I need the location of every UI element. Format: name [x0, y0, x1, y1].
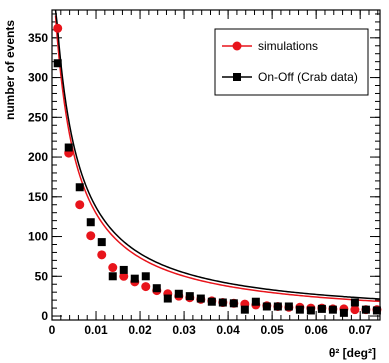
y-tick-label: 200	[28, 150, 48, 164]
fit-curves	[54, 9, 380, 303]
data-point-crab	[361, 305, 370, 314]
data-point-crab	[372, 306, 381, 315]
data-point-crab	[130, 274, 139, 283]
x-tick-label: 0.01	[84, 323, 108, 337]
data-point-crab	[207, 297, 216, 306]
data-point-crab	[295, 305, 304, 314]
data-point-crab	[75, 183, 84, 192]
x-tick-label: 0	[49, 323, 56, 337]
data-point-crab	[251, 297, 260, 306]
data-point-crab	[141, 272, 150, 281]
series-layer	[53, 23, 382, 317]
y-tick-label: 100	[28, 230, 48, 244]
data-point-simulations	[350, 305, 360, 315]
data-point-crab	[196, 294, 205, 303]
data-point-crab	[218, 298, 227, 307]
data-point-simulations	[97, 250, 107, 260]
y-tick-label: 150	[28, 190, 48, 204]
data-point-crab	[317, 304, 326, 313]
data-point-crab	[350, 298, 359, 307]
x-tick-label: 0.03	[172, 323, 196, 337]
y-axis-title: number of events	[3, 20, 17, 120]
axis-ticks	[51, 10, 380, 320]
data-point-crab	[229, 299, 238, 308]
data-point-crab	[306, 306, 315, 315]
x-tick-label: 0.02	[128, 323, 152, 337]
data-point-crab	[174, 289, 183, 298]
data-point-crab	[53, 59, 62, 68]
x-tick-labels: 0 0.01 0.02 0.03 0.04 0.05 0.06 0.07	[49, 323, 373, 337]
x-tick-label: 0.05	[260, 323, 284, 337]
legend-box	[214, 28, 369, 96]
series-crab	[53, 59, 381, 317]
legend-marker-simulations	[232, 41, 242, 51]
data-point-simulations	[108, 263, 118, 273]
x-tick-label: 0.04	[216, 323, 240, 337]
data-point-crab	[273, 302, 282, 311]
data-point-crab	[119, 265, 128, 274]
data-point-crab	[185, 292, 194, 301]
data-point-simulations	[75, 200, 85, 210]
legend-label-simulations: simulations	[258, 39, 318, 53]
data-point-crab	[339, 308, 348, 317]
data-point-crab	[108, 272, 117, 281]
data-point-simulations	[53, 23, 63, 33]
data-point-simulations	[119, 271, 129, 281]
x-axis-title: θ² [deg²]	[329, 346, 376, 360]
data-point-crab	[97, 238, 106, 247]
legend-label-crab: On-Off (Crab data)	[258, 70, 358, 84]
data-point-crab	[163, 294, 172, 303]
x-tick-label: 0.06	[304, 323, 328, 337]
y-tick-label: 250	[28, 110, 48, 124]
y-tick-label: 300	[28, 71, 48, 85]
fit-curve-simulations	[54, 15, 380, 303]
data-point-simulations	[86, 231, 96, 241]
y-tick-label: 50	[35, 269, 49, 283]
x-tick-label: 0.07	[349, 323, 373, 337]
data-point-crab	[262, 302, 271, 311]
data-point-crab	[86, 218, 95, 227]
legend-marker-crab	[233, 73, 241, 81]
y-tick-label: 0	[41, 309, 48, 323]
data-point-crab	[284, 302, 293, 311]
data-point-crab	[240, 305, 249, 314]
data-point-simulations	[141, 282, 151, 292]
y-tick-label: 350	[28, 31, 48, 45]
data-point-crab	[64, 143, 73, 152]
y-tick-labels: 0 50 100 150 200 250 300 350	[28, 31, 48, 323]
legend: simulations On-Off (Crab data)	[214, 28, 369, 96]
data-point-crab	[152, 284, 161, 293]
data-point-crab	[328, 305, 337, 314]
fit-curve-crab	[54, 9, 380, 300]
